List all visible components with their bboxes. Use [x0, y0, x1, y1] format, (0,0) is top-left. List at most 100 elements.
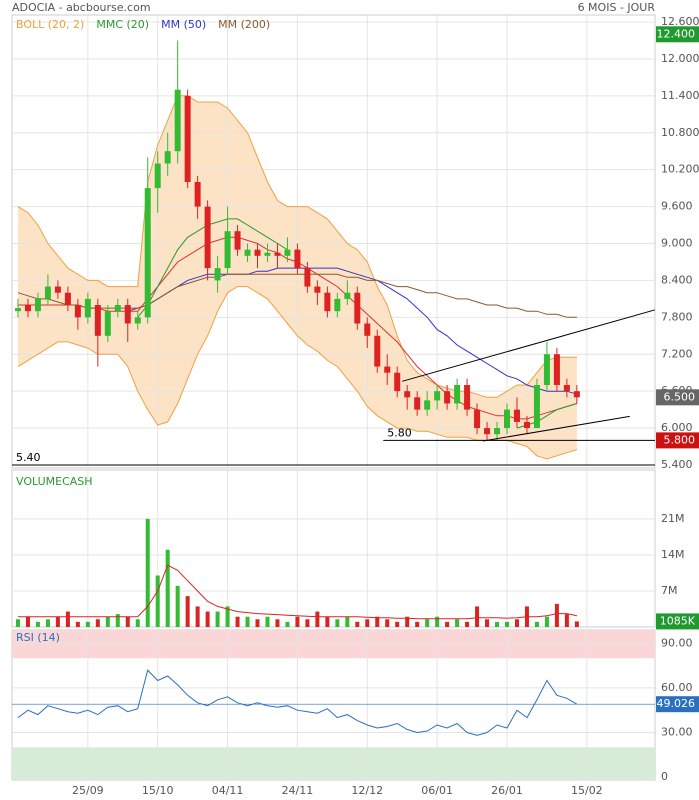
volume-bar: [265, 616, 270, 627]
candle-body: [24, 305, 31, 312]
moving-average: [17, 273, 577, 318]
volume-bar: [435, 616, 440, 627]
volume-bar: [155, 575, 160, 627]
y-tick-label: 90.00: [661, 636, 693, 649]
volume-bar: [425, 619, 430, 627]
volume-bar: [105, 616, 110, 627]
x-tick-label: 04/11: [212, 784, 244, 797]
volume-bar: [504, 621, 509, 627]
candle-body: [224, 231, 231, 269]
overbought-zone: [12, 630, 655, 659]
volume-bar: [345, 616, 350, 627]
candle-body: [74, 305, 81, 318]
y-tick-label: 6.000: [661, 421, 693, 434]
candle-body: [563, 385, 570, 392]
volume-bar: [574, 621, 579, 627]
level-label: 5.80: [387, 426, 412, 439]
volume-bar: [85, 621, 90, 627]
volume-bar: [75, 621, 80, 627]
candle-body: [64, 292, 71, 306]
volume-bar: [175, 585, 180, 627]
candle-body: [254, 249, 261, 256]
candle-body: [533, 385, 540, 429]
candle-body: [374, 335, 381, 367]
candle-body: [424, 400, 431, 410]
candle-body: [324, 292, 331, 312]
y-tick-label: 60.00: [661, 681, 693, 694]
panel-title: RSI (14): [16, 631, 60, 644]
candle-body: [314, 286, 321, 293]
value-marker-label: 6.500: [664, 390, 696, 403]
candle-body: [204, 206, 211, 269]
candle-body: [244, 249, 251, 256]
y-tick-label: 7.200: [661, 347, 693, 360]
panel-title: VOLUMECASH: [16, 475, 93, 488]
candle-body: [414, 397, 421, 410]
volume-bar: [25, 616, 30, 627]
volume-bar: [95, 619, 100, 627]
volume-bar: [534, 621, 539, 627]
candle-body: [344, 292, 351, 299]
candle-body: [114, 305, 121, 312]
y-tick-label: 5.400: [661, 458, 693, 471]
trendline: [402, 309, 655, 382]
rsi-line: [17, 669, 578, 736]
y-tick-label: 10.800: [661, 126, 699, 139]
volume-bar: [305, 619, 310, 627]
period: 6 MOIS - JOUR: [578, 1, 656, 14]
candle-body: [503, 409, 510, 429]
volume-bar: [355, 621, 360, 627]
value-marker: [656, 26, 699, 43]
candle-body: [354, 292, 361, 324]
volume-bar: [514, 619, 519, 627]
candle-body: [54, 286, 61, 293]
volume-bar: [185, 596, 190, 627]
candle-body: [484, 428, 491, 435]
volume-bar: [395, 621, 400, 627]
volume-bar: [285, 621, 290, 627]
value-marker: [656, 613, 699, 630]
candle-body: [294, 249, 301, 269]
candle-body: [34, 298, 41, 312]
y-tick-label: 9.000: [661, 237, 693, 250]
candle-body: [513, 409, 520, 422]
candle-body: [304, 268, 311, 287]
candle-body: [494, 428, 501, 435]
candle-body: [334, 298, 341, 312]
legend-entry: MM (200): [218, 18, 270, 31]
y-tick-label: 12.000: [661, 52, 699, 65]
volume-bar: [205, 611, 210, 627]
value-marker: [656, 432, 699, 449]
chart-title: ADOCIA - abcbourse.com: [12, 1, 151, 14]
candle-body: [284, 249, 291, 256]
volume-bar: [554, 603, 559, 627]
volume-bar: [315, 611, 320, 627]
bollinger-upper: [17, 95, 577, 398]
volume-bar: [245, 616, 250, 627]
y-tick-label: 14M: [661, 548, 685, 561]
volume-bar: [365, 619, 370, 627]
y-tick-label: 0: [661, 770, 668, 783]
volume-bar: [165, 549, 170, 627]
volume-bar: [255, 619, 260, 627]
volume-average: [18, 564, 578, 620]
volume-bar: [405, 616, 410, 627]
candle-body: [384, 366, 391, 373]
candle-body: [154, 163, 161, 189]
candle-body: [543, 354, 550, 386]
volume-bar: [465, 621, 470, 627]
value-marker: [656, 389, 699, 406]
candle-body: [134, 317, 141, 324]
legend-entry: MM (50): [161, 18, 206, 31]
volume-bar: [415, 621, 420, 627]
candle-body: [14, 308, 21, 312]
volume-bar: [135, 619, 140, 627]
candle-body: [404, 391, 411, 398]
candle-body: [184, 95, 191, 182]
volume-bar: [15, 619, 20, 627]
candle-body: [274, 252, 281, 256]
volume-bar: [475, 606, 480, 627]
y-tick-label: 8.400: [661, 273, 693, 286]
